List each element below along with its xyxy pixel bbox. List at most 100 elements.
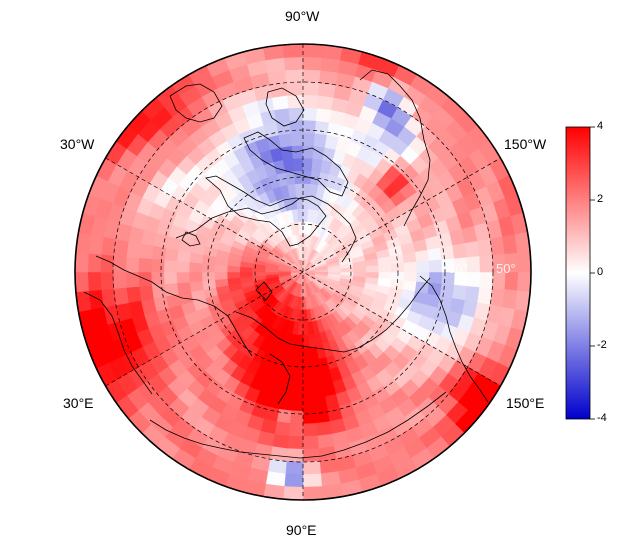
field-cell <box>226 271 241 279</box>
field-cell <box>188 271 203 283</box>
field-cell <box>477 287 493 306</box>
field-cell <box>112 255 127 273</box>
field-cell <box>403 271 418 283</box>
colorbar-tick-0: 0 <box>597 266 604 278</box>
field-cell <box>466 271 481 288</box>
field-cell <box>353 266 367 273</box>
field-cell <box>302 44 324 58</box>
field-cell <box>137 257 152 273</box>
field-cell <box>378 263 393 273</box>
colorbar-tick-neg4: -4 <box>597 412 607 424</box>
field-cell <box>287 435 304 450</box>
field-cell <box>302 385 315 400</box>
field-cell <box>314 120 330 136</box>
field-cell <box>282 486 304 500</box>
colorbar-tick-2: 2 <box>597 193 604 205</box>
field-cell <box>125 256 140 273</box>
field-cell <box>302 448 320 463</box>
field-cell <box>75 271 89 293</box>
field-cell <box>479 255 494 273</box>
field-cell <box>302 309 308 324</box>
field-cell <box>163 271 178 285</box>
field-cell <box>318 446 337 462</box>
field-cell <box>302 372 314 387</box>
lon-label-upper-left: 30°W <box>60 136 95 152</box>
field-cell <box>292 157 304 172</box>
field-cell <box>163 259 178 273</box>
field-cell <box>150 258 165 273</box>
field-cell <box>416 260 431 273</box>
field-cell <box>284 460 304 476</box>
field-cell <box>428 271 443 285</box>
field-cell <box>138 284 154 301</box>
field-cell <box>414 249 430 263</box>
field-cell <box>288 423 304 438</box>
field-cell <box>318 82 337 98</box>
field-cell <box>439 245 455 261</box>
field-cell <box>138 243 154 260</box>
field-cell <box>297 208 304 222</box>
field-cell <box>290 397 304 412</box>
field-cell <box>452 243 468 260</box>
lon-label-bottom: 90°E <box>286 522 317 538</box>
field-cell <box>188 261 203 273</box>
field-cell <box>113 238 129 257</box>
field-cell <box>302 81 320 96</box>
field-cell <box>175 260 190 273</box>
field-cell <box>294 182 304 197</box>
field-cell <box>298 220 304 235</box>
field-cell <box>317 433 335 450</box>
field-cell <box>151 245 167 261</box>
field-cell <box>113 287 129 306</box>
field-cell <box>479 271 494 289</box>
field-cell <box>452 284 468 301</box>
field-cell <box>276 408 292 424</box>
field-cell <box>282 44 304 58</box>
field-cell <box>302 119 317 134</box>
field-cell <box>150 271 165 286</box>
field-cell <box>125 271 140 288</box>
field-cell <box>313 396 328 412</box>
field-cell <box>239 271 253 278</box>
field-cell <box>477 238 493 257</box>
field-cell <box>286 448 304 463</box>
field-cell <box>287 94 304 109</box>
field-cell <box>213 271 228 281</box>
field-cell <box>464 240 481 258</box>
map-boundary <box>74 43 532 501</box>
field-cell <box>271 433 289 450</box>
field-cell <box>302 144 315 159</box>
field-cell <box>302 397 316 412</box>
lon-label-lower-right: 150°E <box>506 395 545 411</box>
field-cell <box>302 423 318 438</box>
lon-label-upper-right: 150°W <box>504 136 547 152</box>
field-cell <box>302 56 323 71</box>
field-cell <box>302 157 314 172</box>
field-cell <box>87 271 102 292</box>
field-cell <box>176 281 192 295</box>
lat-label-60: 60° <box>448 261 468 276</box>
field-cell <box>269 446 288 462</box>
field-cell <box>428 259 443 273</box>
field-cell <box>112 271 127 289</box>
field-cell <box>280 145 294 161</box>
lat-label-50: 50° <box>496 261 516 276</box>
field-cell <box>274 107 291 123</box>
field-cell <box>365 265 380 273</box>
field-cell <box>87 252 102 273</box>
field-cell <box>466 256 481 273</box>
field-cell <box>274 421 291 437</box>
field-cell <box>302 473 323 488</box>
field-cell <box>283 473 304 488</box>
lon-label-lower-left: 30°E <box>63 395 94 411</box>
field-cell <box>317 94 335 111</box>
field-cell <box>312 383 326 399</box>
field-cell <box>416 271 431 284</box>
field-cell <box>125 286 142 304</box>
field-cell <box>291 385 304 400</box>
coastlines <box>83 69 489 459</box>
field-cell <box>189 280 204 293</box>
field-cell <box>292 372 304 387</box>
field-cell <box>427 247 443 262</box>
